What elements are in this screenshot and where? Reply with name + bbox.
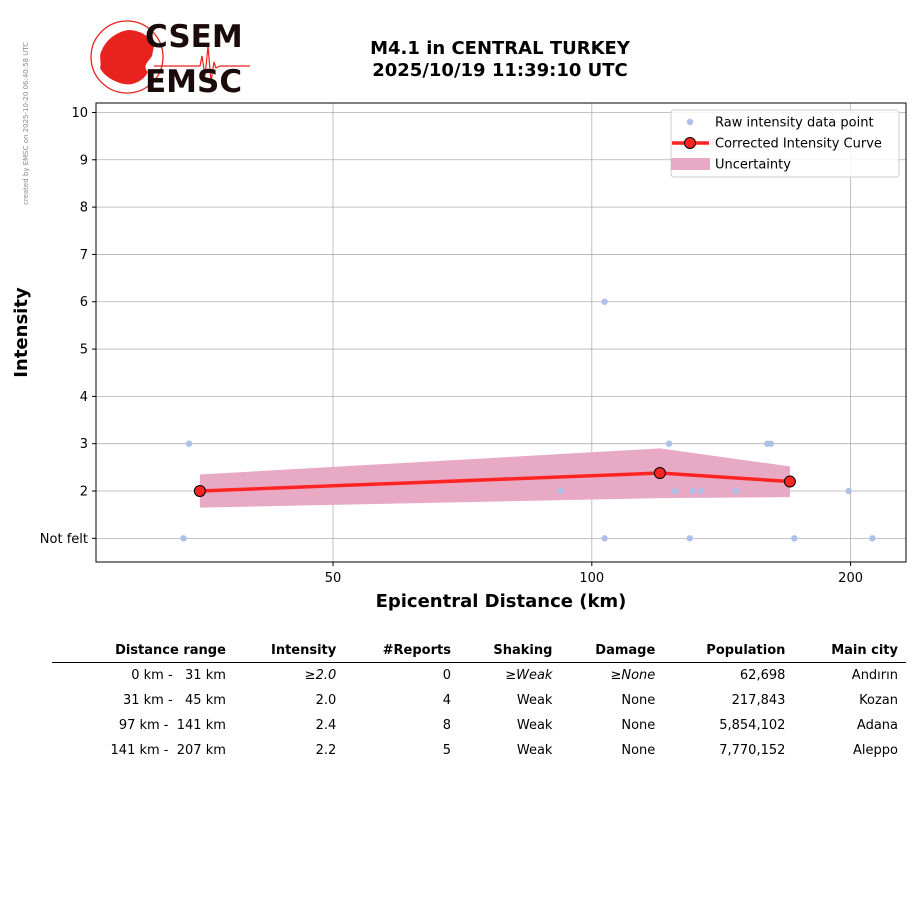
plot-frame bbox=[95, 102, 907, 563]
x-tick-label: 200 bbox=[838, 571, 863, 586]
table-cell-reports: 8 bbox=[442, 718, 451, 733]
logo-csem-text: CSEM bbox=[145, 19, 243, 55]
raw-data-point bbox=[601, 298, 608, 305]
table-row: 141 km - 207 km 2.2 5 Weak None 7,770,152 Alep… bbox=[52, 738, 906, 763]
table-cell-city: Adana bbox=[856, 718, 898, 733]
table-cell-city: Andırın bbox=[851, 668, 898, 683]
table-header-cell: Main city bbox=[793, 640, 906, 663]
table-cell-damage: None bbox=[621, 718, 656, 733]
y-tick-label: 8 bbox=[80, 201, 88, 216]
table-cell-shaking: ≥Weak bbox=[505, 668, 553, 683]
table-cell-population: 62,698 bbox=[739, 668, 786, 683]
y-tick-label: 4 bbox=[80, 390, 88, 405]
raw-data-point bbox=[689, 487, 696, 495]
corrected-curve-marker bbox=[653, 467, 666, 480]
y-tick-label: 5 bbox=[80, 343, 88, 358]
raw-data-point bbox=[732, 487, 739, 495]
table-cell-city: Aleppo bbox=[853, 743, 898, 758]
legend-curve-marker bbox=[684, 137, 696, 149]
raw-data-point bbox=[697, 487, 705, 495]
csem-emsc-logo: CSEM EMSC bbox=[90, 19, 250, 100]
table-cell-intensity: 2.0 bbox=[315, 693, 337, 708]
raw-data-point bbox=[767, 440, 774, 447]
table-cell-shaking: Weak bbox=[516, 693, 553, 708]
table-cell-damage: ≥None bbox=[610, 668, 656, 683]
table-cell-population: 217,843 bbox=[731, 693, 786, 708]
table-cell-damage: None bbox=[621, 743, 656, 758]
legend-label: Uncertainty bbox=[715, 158, 791, 173]
table-header-cell: Distance range bbox=[52, 640, 234, 663]
table-header-cell: Population bbox=[663, 640, 794, 663]
x-tick-label: 50 bbox=[325, 571, 342, 586]
raw-data-point bbox=[791, 535, 798, 542]
table-cell-population: 7,770,152 bbox=[719, 743, 786, 758]
table-cell-reports: 5 bbox=[442, 743, 451, 758]
legend-uncertainty-swatch bbox=[671, 158, 710, 170]
table-cell-range: 141 km - 207 km bbox=[110, 743, 226, 758]
table-cell-intensity: ≥2.0 bbox=[304, 668, 337, 683]
table-row: 97 km - 141 km 2.4 8 Weak None 5,854,102 Adana bbox=[52, 713, 906, 738]
raw-data-point bbox=[180, 535, 187, 542]
raw-data-point bbox=[671, 487, 679, 495]
legend-label: Corrected Intensity Curve bbox=[715, 137, 882, 152]
table-header-cell: #Reports bbox=[344, 640, 459, 663]
table-cell-range: 31 km - 45 km bbox=[122, 693, 226, 708]
y-tick-label: Not felt bbox=[40, 532, 88, 547]
chart-title-line2: 2025/10/19 11:39:10 UTC bbox=[372, 60, 628, 81]
y-tick-label: 7 bbox=[80, 248, 88, 263]
table-header-cell: Intensity bbox=[233, 640, 345, 663]
table-cell-shaking: Weak bbox=[516, 718, 553, 733]
y-axis-label: Intensity bbox=[11, 287, 32, 378]
corrected-curve-marker bbox=[193, 485, 206, 498]
logo-globe-map bbox=[100, 30, 154, 85]
logo-emsc-text: EMSC bbox=[145, 64, 242, 100]
chart-title-line1: M4.1 in CENTRAL TURKEY bbox=[370, 38, 630, 59]
table-cell-shaking: Weak bbox=[516, 743, 553, 758]
table-cell-intensity: 2.2 bbox=[315, 743, 337, 758]
table-cell-reports: 4 bbox=[442, 693, 451, 708]
summary-table: Distance range Intensity #Reports Shaking Da… bbox=[52, 640, 906, 763]
raw-data-point bbox=[869, 535, 876, 542]
table-row: 0 km - 31 km ≥2.0 0 ≥Weak ≥None 62,698 Andırın bbox=[52, 663, 906, 689]
x-axis-label: Epicentral Distance (km) bbox=[376, 591, 627, 612]
table-cell-damage: None bbox=[621, 693, 656, 708]
legend-box bbox=[670, 109, 900, 178]
table-cell-range: 0 km - 31 km bbox=[131, 668, 226, 683]
x-tick-label: 100 bbox=[579, 571, 604, 586]
y-tick-label: 6 bbox=[80, 295, 88, 310]
table-cell-intensity: 2.4 bbox=[315, 718, 337, 733]
raw-data-point bbox=[185, 440, 193, 447]
table-row: 31 km - 45 km 2.0 4 Weak None 217,843 Kozan bbox=[52, 688, 906, 713]
table-header-row: Distance range Intensity #Reports Shaking Da… bbox=[52, 640, 906, 663]
logo-seismogram-icon bbox=[154, 45, 250, 83]
y-tick-label: 2 bbox=[80, 485, 88, 500]
y-tick-label: 10 bbox=[71, 106, 88, 121]
logo-globe-ring bbox=[90, 20, 164, 94]
table-cell-range: 97 km - 141 km bbox=[118, 718, 226, 733]
table-cell-population: 5,854,102 bbox=[719, 718, 786, 733]
raw-data-point bbox=[686, 535, 693, 542]
table-header-cell: Shaking bbox=[458, 640, 561, 663]
raw-data-point bbox=[601, 535, 608, 542]
legend-label: Raw intensity data point bbox=[715, 116, 874, 131]
legend-raw-symbol bbox=[686, 118, 694, 126]
chart-title: M4.1 in CENTRAL TURKEY 2025/10/19 11:39:… bbox=[300, 38, 700, 82]
intensity-chart: Not felt 2 3 4 5 6 7 8 9 10 50 100 200 Epicentral Dis… bbox=[11, 102, 907, 612]
raw-data-point bbox=[557, 487, 564, 495]
y-tick-label: 3 bbox=[80, 437, 88, 452]
corrected-curve-marker bbox=[783, 475, 796, 488]
table-header-cell: Damage bbox=[560, 640, 664, 663]
table-cell-reports: 0 bbox=[442, 668, 451, 683]
table-body: 0 km - 31 km ≥2.0 0 ≥Weak ≥None 62,698 Andırın… bbox=[52, 663, 906, 764]
table-cell-city: Kozan bbox=[859, 693, 898, 708]
y-tick-label: 9 bbox=[80, 153, 88, 168]
raw-data-point bbox=[665, 440, 673, 447]
raw-data-point bbox=[845, 487, 852, 495]
